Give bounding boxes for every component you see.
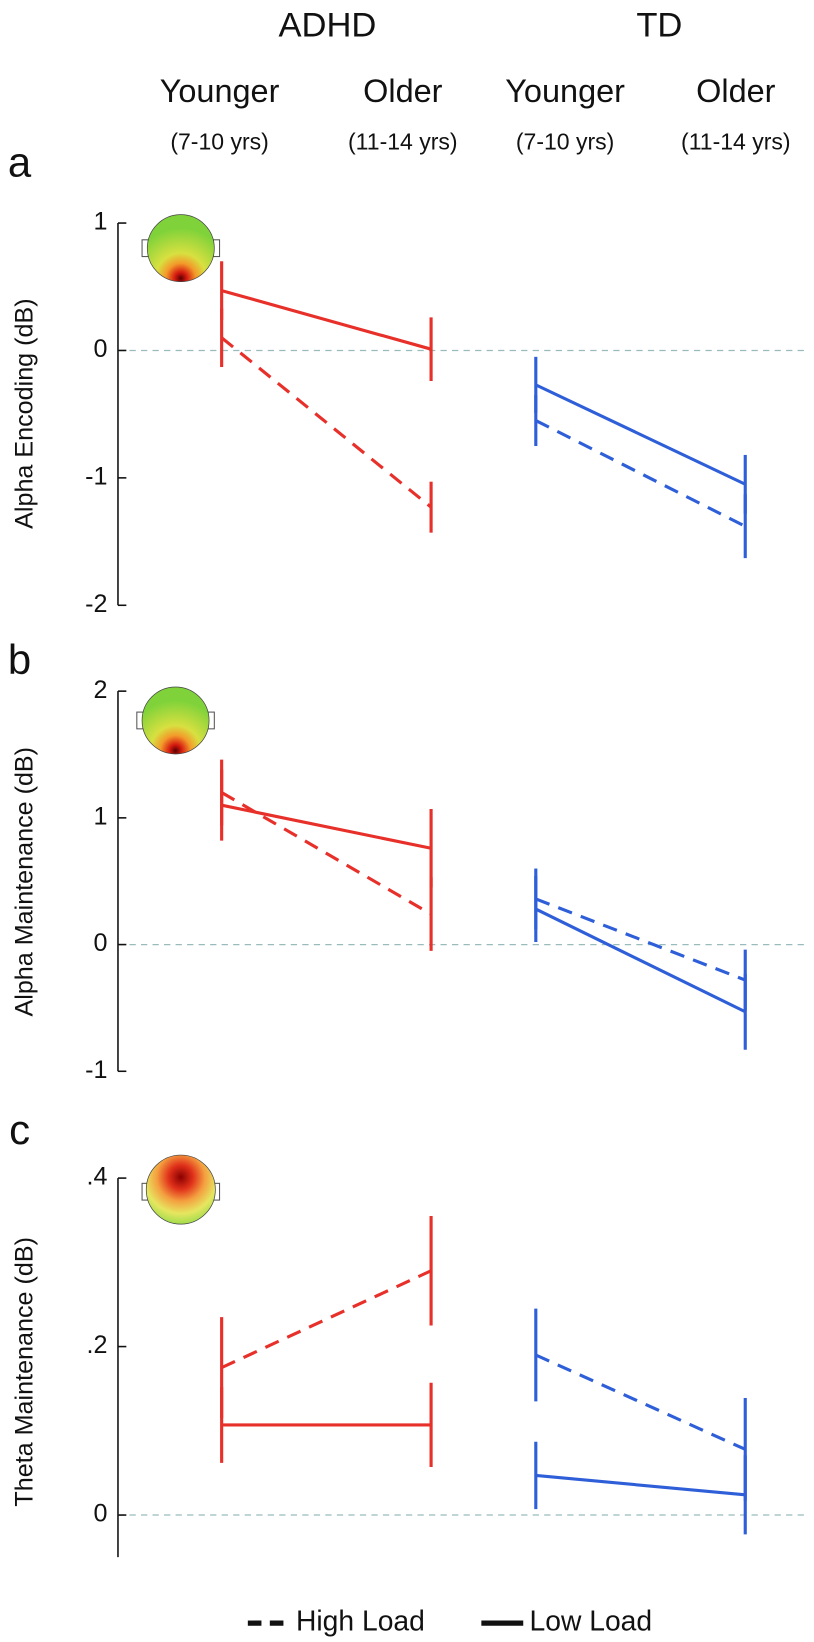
- line: [535, 383, 746, 486]
- topomap-b: [136, 686, 215, 755]
- age-label: (7-10 yrs): [516, 129, 614, 155]
- line: [220, 791, 432, 916]
- panel-letter: b: [8, 636, 31, 683]
- y-tick-label: 1: [94, 802, 108, 830]
- y-tick-label: .2: [87, 1331, 108, 1359]
- y-tick-label: 1: [94, 208, 108, 236]
- y-tick-label: -1: [85, 463, 107, 491]
- category-label: Younger: [160, 73, 280, 109]
- line: [220, 1269, 432, 1370]
- y-tick-label: 0: [94, 1500, 108, 1528]
- line: [535, 907, 746, 1014]
- panel-letter: a: [8, 139, 32, 186]
- y-axis-title: Alpha Maintenance (dB): [10, 747, 38, 1017]
- y-axis-title: Theta Maintenance (dB): [10, 1237, 38, 1507]
- y-tick-label: 2: [94, 676, 108, 704]
- age-label: (11-14 yrs): [681, 129, 791, 155]
- legend-label: High Load: [296, 1605, 425, 1637]
- line: [535, 419, 746, 528]
- y-tick-label: -1: [85, 1056, 107, 1084]
- panel-letter: c: [9, 1106, 30, 1153]
- line: [535, 897, 746, 982]
- y-tick-label: 0: [94, 335, 108, 363]
- y-axis-title: Alpha Encoding (dB): [10, 298, 38, 528]
- y-tick-label: .4: [87, 1163, 108, 1191]
- line: [535, 1473, 746, 1497]
- age-label: (7-10 yrs): [170, 129, 268, 155]
- line: [535, 1353, 746, 1451]
- y-tick-label: -2: [85, 590, 107, 618]
- topomap-c: [141, 1154, 221, 1225]
- category-label: Older: [696, 73, 776, 109]
- line: [221, 289, 432, 351]
- category-label: Older: [363, 73, 443, 109]
- category-label: Younger: [505, 73, 625, 109]
- group-label: TD: [636, 6, 682, 44]
- legend-label: Low Load: [530, 1605, 653, 1637]
- y-tick-label: 0: [94, 929, 108, 957]
- line: [220, 336, 433, 509]
- line: [221, 803, 432, 850]
- topomap-a: [141, 214, 221, 283]
- group-label: ADHD: [278, 6, 376, 44]
- age-label: (11-14 yrs): [348, 129, 458, 155]
